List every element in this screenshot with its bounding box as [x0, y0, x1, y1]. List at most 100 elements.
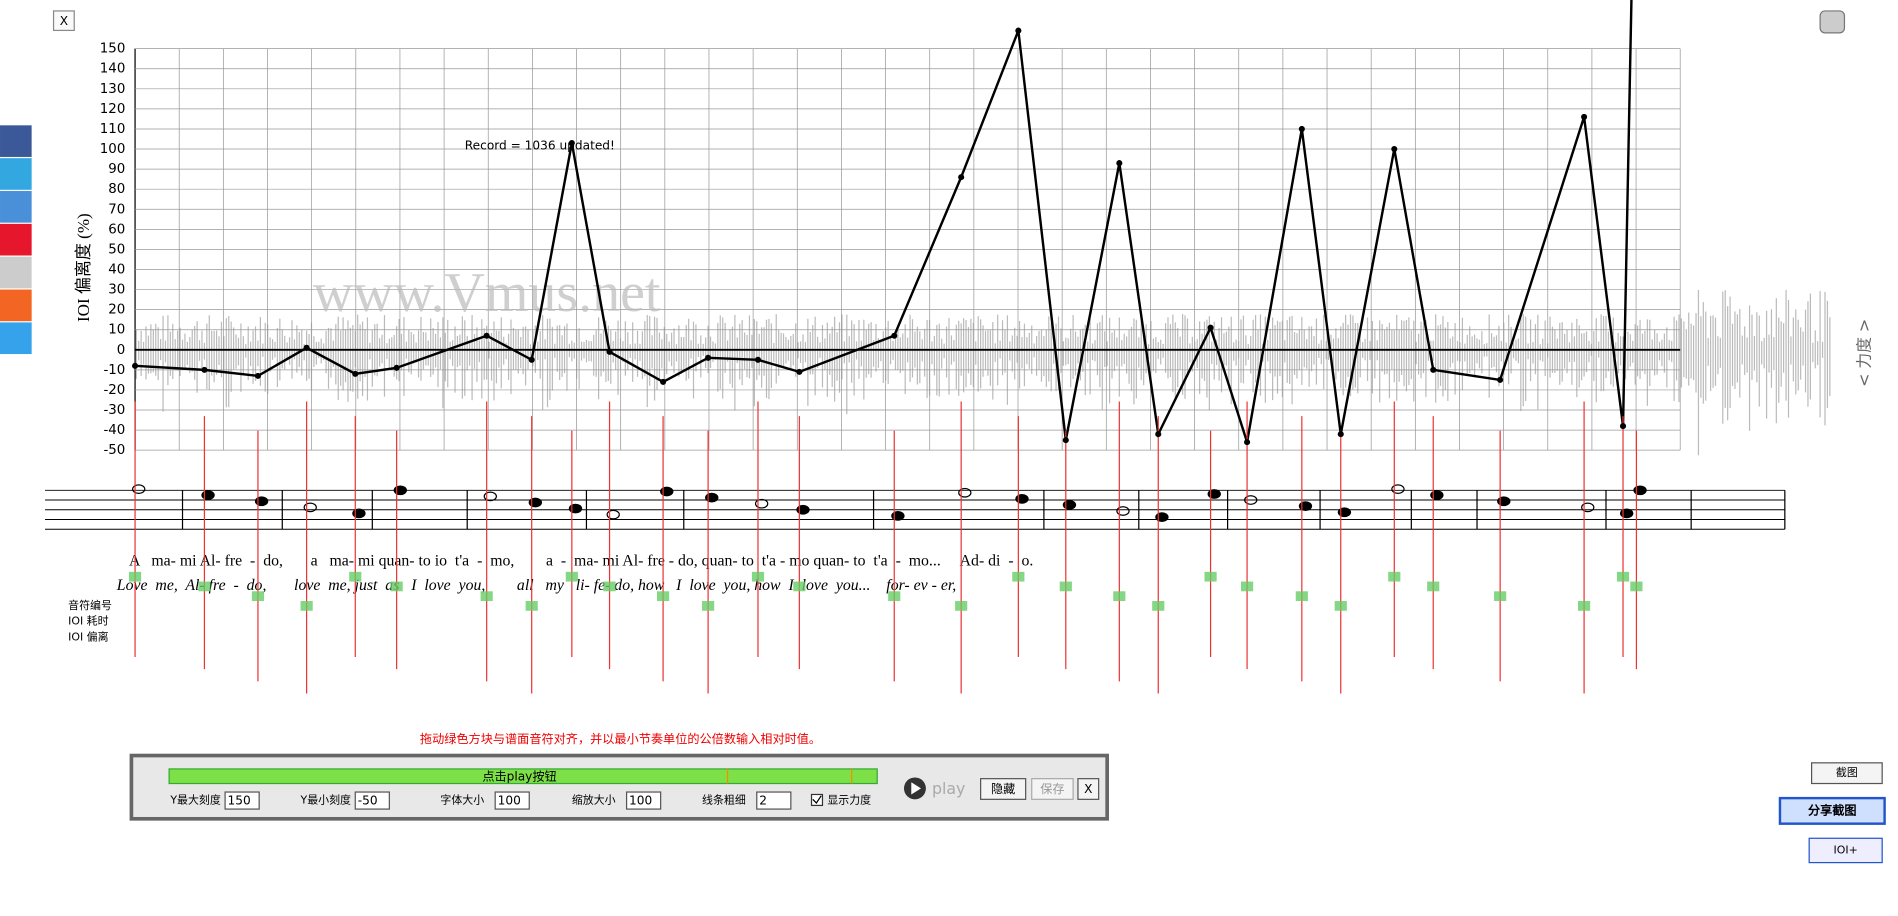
note-handle[interactable] [480, 591, 493, 602]
note-handle[interactable] [300, 601, 313, 611]
lyrics-line: A ma- mi Al- fre - do, a ma- mi quan- to… [129, 553, 1033, 570]
note-handle[interactable] [1494, 591, 1507, 602]
field-value: 150 [228, 794, 251, 808]
instruction: 拖动绿色方块与谱面音符对齐，并以最小节奏单位的公倍数输入相对时值。 [420, 731, 821, 746]
note-handle[interactable] [955, 601, 968, 611]
note-handle[interactable] [751, 571, 765, 582]
save-label: 保存 [1040, 782, 1064, 796]
note-handle[interactable] [1295, 591, 1308, 602]
data-point [1207, 324, 1214, 331]
data-point [528, 356, 535, 363]
twitter[interactable] [0, 158, 32, 190]
data-point [303, 344, 310, 351]
note-handle[interactable] [1427, 581, 1440, 592]
close-button[interactable] [52, 10, 75, 32]
note-handle[interactable] [1240, 581, 1254, 592]
note-handle[interactable] [1059, 581, 1072, 592]
note-handle[interactable] [1578, 601, 1591, 611]
favorite[interactable] [0, 191, 32, 223]
progress-bar[interactable] [168, 768, 878, 785]
side-button-label: 截图 [1836, 765, 1858, 779]
note [606, 509, 620, 520]
hide-button[interactable] [980, 778, 1027, 800]
row-label: 音符编号 [68, 598, 112, 612]
field-input[interactable] [494, 791, 530, 810]
note-handle[interactable] [1616, 571, 1630, 582]
data-point [1619, 423, 1627, 430]
note [754, 498, 769, 509]
dynamics-checkbox[interactable] [810, 793, 824, 807]
y-tick-label: 120 [100, 102, 126, 117]
note-handle[interactable] [198, 581, 211, 592]
note-handle[interactable] [349, 571, 362, 582]
y-tick-label: -40 [103, 423, 125, 438]
note [303, 502, 317, 513]
facebook[interactable] [0, 125, 32, 157]
note-handle[interactable] [1204, 571, 1217, 582]
data-point [1581, 113, 1588, 120]
data-point [1337, 431, 1344, 438]
field-value: 100 [629, 794, 652, 808]
note-handle[interactable] [1334, 601, 1347, 611]
y-tick-label: 130 [100, 82, 126, 97]
panel-close[interactable] [1077, 778, 1100, 800]
panel [129, 753, 1109, 821]
note-handle[interactable] [251, 591, 265, 602]
watermark: www.Vmus.net [313, 262, 661, 324]
note-handle[interactable] [1113, 591, 1126, 602]
note-handle[interactable] [1012, 571, 1025, 582]
y-tick-label: 60 [108, 222, 125, 237]
note-handle[interactable] [657, 591, 670, 602]
note-handle[interactable] [888, 591, 901, 602]
more[interactable] [0, 289, 32, 322]
note-handle[interactable] [793, 581, 806, 592]
data-point [660, 378, 667, 385]
note-handle[interactable] [565, 571, 578, 582]
data-point [796, 368, 803, 375]
play-label: play [932, 779, 965, 798]
field-label: 缩放大小 [572, 793, 616, 807]
weibo[interactable] [0, 223, 32, 256]
grid: 1501401301201101009080706050403020100-10… [100, 42, 1681, 458]
data-point [1391, 145, 1398, 153]
note [1581, 502, 1595, 513]
screenshot-button[interactable] [1810, 762, 1883, 785]
dynamics-label: < 力度 > [1855, 319, 1874, 387]
note [483, 491, 498, 502]
field-input[interactable] [756, 791, 792, 810]
y-tick-label: 100 [100, 142, 126, 157]
data-point [1155, 431, 1162, 438]
note-handle[interactable] [1152, 601, 1165, 611]
field-label: 字体大小 [440, 793, 484, 807]
field-input[interactable] [224, 791, 260, 810]
field-input[interactable] [354, 791, 390, 810]
note-handle[interactable] [128, 571, 142, 582]
note-handle[interactable] [1388, 571, 1401, 582]
data-point [483, 332, 490, 339]
share-button[interactable] [1778, 796, 1886, 825]
data-point [201, 366, 208, 373]
field-label: Y最大刻度 [169, 793, 220, 807]
help[interactable] [0, 322, 32, 355]
note-handle[interactable] [702, 601, 715, 611]
side-button-label: IOI+ [1834, 843, 1858, 856]
y-tick-label: 140 [100, 62, 126, 77]
note-handle[interactable] [525, 601, 538, 611]
email[interactable] [0, 256, 32, 289]
record-message: Record = 1036 updated! [465, 138, 615, 152]
note-handle[interactable] [1630, 581, 1643, 592]
note [132, 484, 146, 494]
save-button[interactable] [1031, 778, 1074, 800]
y-tick-label: 50 [108, 242, 125, 257]
data-point [352, 370, 359, 377]
panel-close-label: X [1084, 782, 1092, 796]
note-handle[interactable] [390, 581, 403, 592]
y-tick-label: 30 [108, 283, 125, 298]
note [528, 497, 543, 508]
ioi-button[interactable] [1808, 837, 1883, 864]
note-handle[interactable] [603, 581, 616, 592]
field-input[interactable] [625, 791, 662, 810]
home-button[interactable] [1819, 10, 1846, 34]
y-tick-label: 90 [108, 162, 125, 177]
